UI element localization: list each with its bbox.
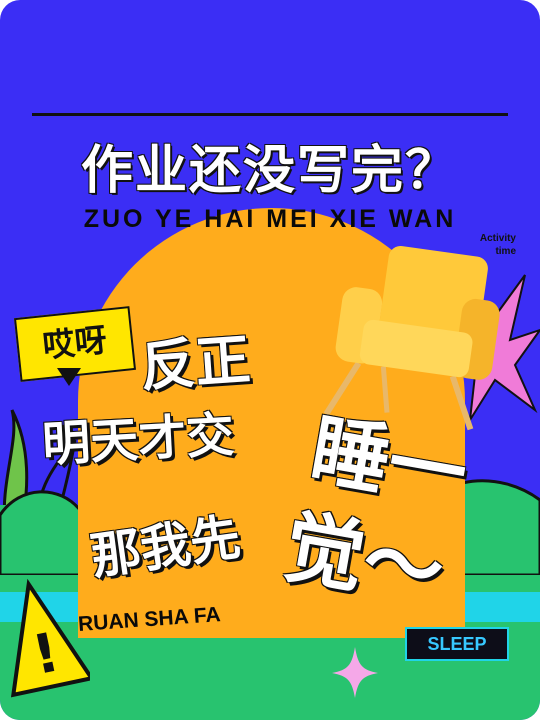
tag-tail	[57, 368, 81, 386]
sparkle-icon	[332, 647, 378, 698]
page-title: 作业还没写完？	[80, 141, 459, 201]
activity-line1: Activity	[479, 233, 516, 244]
armchair-icon	[323, 245, 500, 431]
sleep-badge: SLEEP	[405, 627, 509, 661]
warning-sign-icon: !	[10, 578, 90, 698]
text-fanzheng: 反正	[138, 327, 253, 399]
title-pinyin: ZUO YE HAI MEI XIE WAN	[83, 205, 457, 233]
activity-line2: time	[495, 246, 516, 257]
activity-label: Activity time	[436, 232, 516, 258]
top-rule	[32, 113, 508, 116]
text-mingtian: 明天才交	[40, 407, 236, 473]
